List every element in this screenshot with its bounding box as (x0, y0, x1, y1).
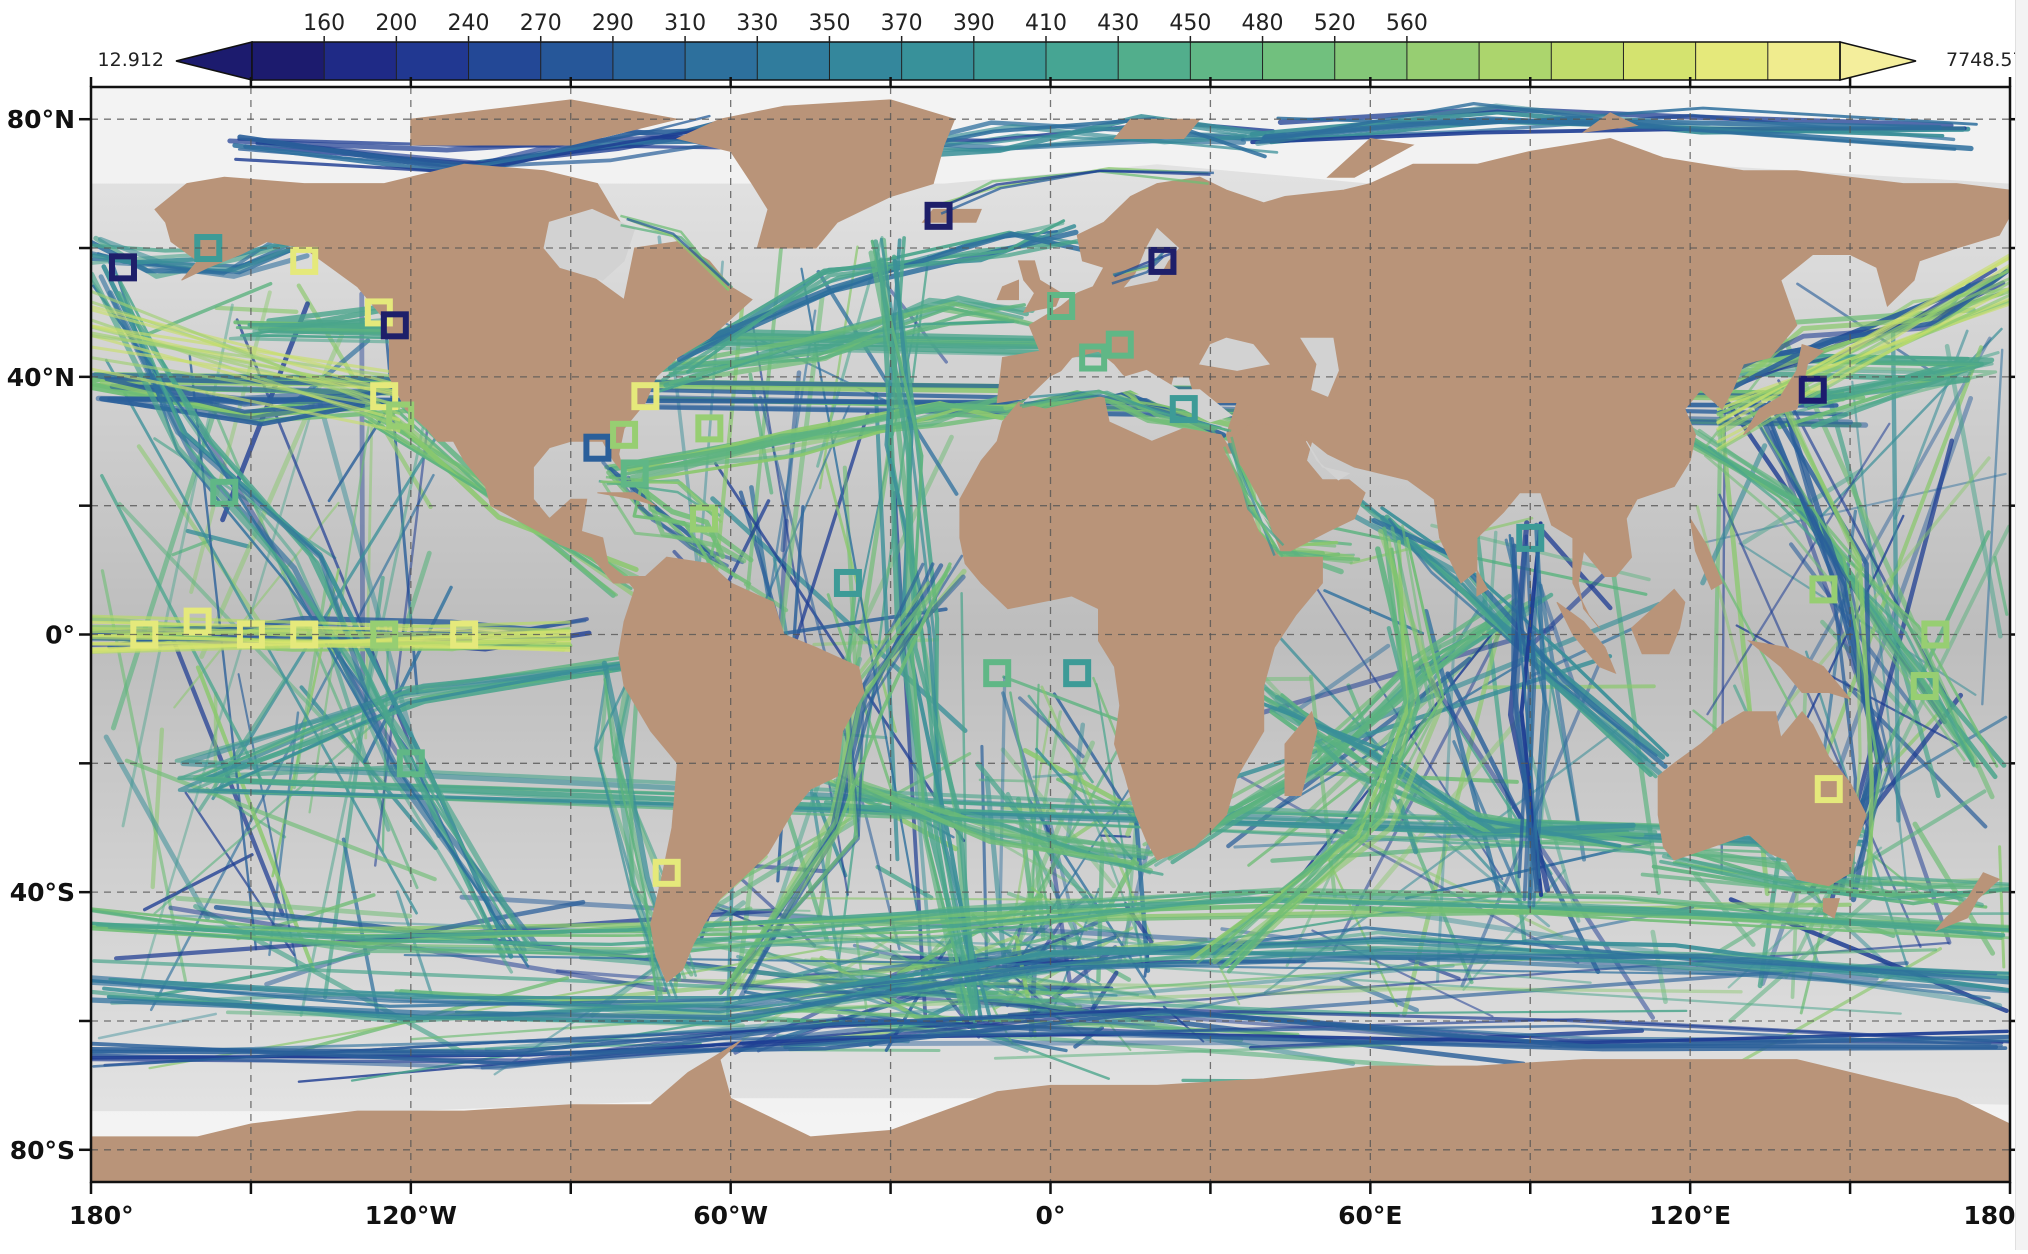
lon-label: 60°W (693, 1201, 768, 1230)
lon-label: 180° (69, 1201, 134, 1230)
lat-label: 40°S (10, 878, 75, 907)
colorbar-tick-label: 270 (520, 11, 562, 36)
colorbar-bin (396, 42, 469, 80)
colorbar-tick-label: 390 (953, 11, 995, 36)
colorbar-extend-min (176, 42, 252, 80)
colorbar-tick-label: 330 (736, 11, 778, 36)
colorbar-bin (1551, 42, 1624, 80)
colorbar-bin (1768, 42, 1841, 80)
colorbar-bin (1479, 42, 1552, 80)
colorbar-tick-label: 410 (1025, 11, 1067, 36)
colorbar-tick-label: 560 (1386, 11, 1428, 36)
window-scrollbar[interactable] (2015, 0, 2028, 1250)
colorbar-bin (1118, 42, 1191, 80)
colorbar-bin (685, 42, 758, 80)
colorbar-min-label: 12.912 (98, 49, 164, 71)
colorbar-bin (541, 42, 614, 80)
colorbar-bin (974, 42, 1047, 80)
colorbar-tick-label: 370 (881, 11, 923, 36)
colorbar-bin (252, 42, 325, 80)
colorbar-tick-label: 350 (808, 11, 850, 36)
colorbar-bin (324, 42, 397, 80)
colorbar-bin (1335, 42, 1408, 80)
colorbar-bin (1046, 42, 1119, 80)
lat-label: 40°N (7, 363, 75, 392)
colorbar-tick-label: 450 (1169, 11, 1211, 36)
lon-label: 120°W (365, 1201, 457, 1230)
colorbar-extend-max (1840, 42, 1916, 80)
lat-label: 0° (45, 621, 75, 650)
colorbar-bin (829, 42, 902, 80)
lat-label: 80°N (7, 105, 75, 134)
colorbar-tick-label: 200 (375, 11, 417, 36)
lat-label: 80°S (10, 1136, 75, 1165)
colorbar-bin (902, 42, 975, 80)
colorbar: 12.912 7748.57 160 200 240 270 290 310 330 350 3… (98, 11, 2025, 80)
colorbar-tick-label: 520 (1314, 11, 1356, 36)
colorbar-tick-label: 290 (592, 11, 634, 36)
colorbar-bin (1190, 42, 1263, 80)
colorbar-tick-label: 430 (1097, 11, 1139, 36)
latitude-labels: 80°N 40°N 0° 40°S 80°S (7, 105, 75, 1165)
lon-label: 120°E (1649, 1201, 1731, 1230)
colorbar-bin (1407, 42, 1480, 80)
colorbar-tick-label: 240 (448, 11, 490, 36)
colorbar-max-label: 7748.57 (1946, 49, 2025, 71)
colorbar-tick-label: 480 (1242, 11, 1284, 36)
colorbar-bin (1263, 42, 1336, 80)
lon-label: 60°E (1338, 1201, 1402, 1230)
colorbar-bin (613, 42, 686, 80)
colorbar-tick-label: 310 (664, 11, 706, 36)
colorbar-bin (1696, 42, 1769, 80)
colorbar-bin (1623, 42, 1696, 80)
colorbar-bin (757, 42, 830, 80)
colorbar-tick-label: 160 (303, 11, 345, 36)
lon-label: 0° (1036, 1201, 1066, 1230)
colorbar-bin (469, 42, 542, 80)
